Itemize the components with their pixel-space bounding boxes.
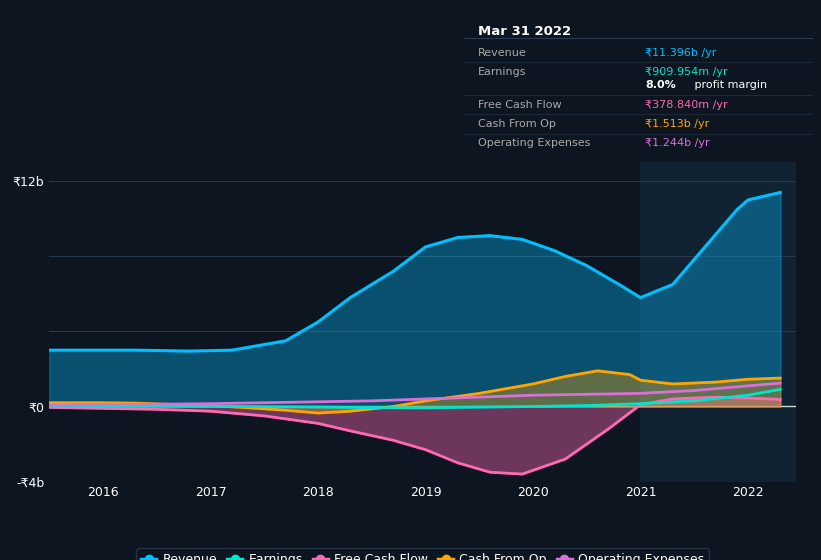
Text: profit margin: profit margin — [690, 81, 767, 90]
Text: Revenue: Revenue — [478, 48, 526, 58]
Text: ₹11.396b /yr: ₹11.396b /yr — [645, 48, 717, 58]
Text: ₹909.954m /yr: ₹909.954m /yr — [645, 67, 728, 77]
Text: ₹1.244b /yr: ₹1.244b /yr — [645, 138, 710, 148]
Legend: Revenue, Earnings, Free Cash Flow, Cash From Op, Operating Expenses: Revenue, Earnings, Free Cash Flow, Cash … — [136, 548, 709, 560]
Text: Mar 31 2022: Mar 31 2022 — [478, 25, 571, 38]
Text: ₹378.840m /yr: ₹378.840m /yr — [645, 100, 728, 110]
Text: Operating Expenses: Operating Expenses — [478, 138, 590, 148]
Text: ₹1.513b /yr: ₹1.513b /yr — [645, 119, 709, 129]
Bar — [640, 162, 802, 482]
Text: Earnings: Earnings — [478, 67, 526, 77]
Text: Cash From Op: Cash From Op — [478, 119, 556, 129]
Text: 8.0%: 8.0% — [645, 81, 676, 90]
Text: Free Cash Flow: Free Cash Flow — [478, 100, 562, 110]
